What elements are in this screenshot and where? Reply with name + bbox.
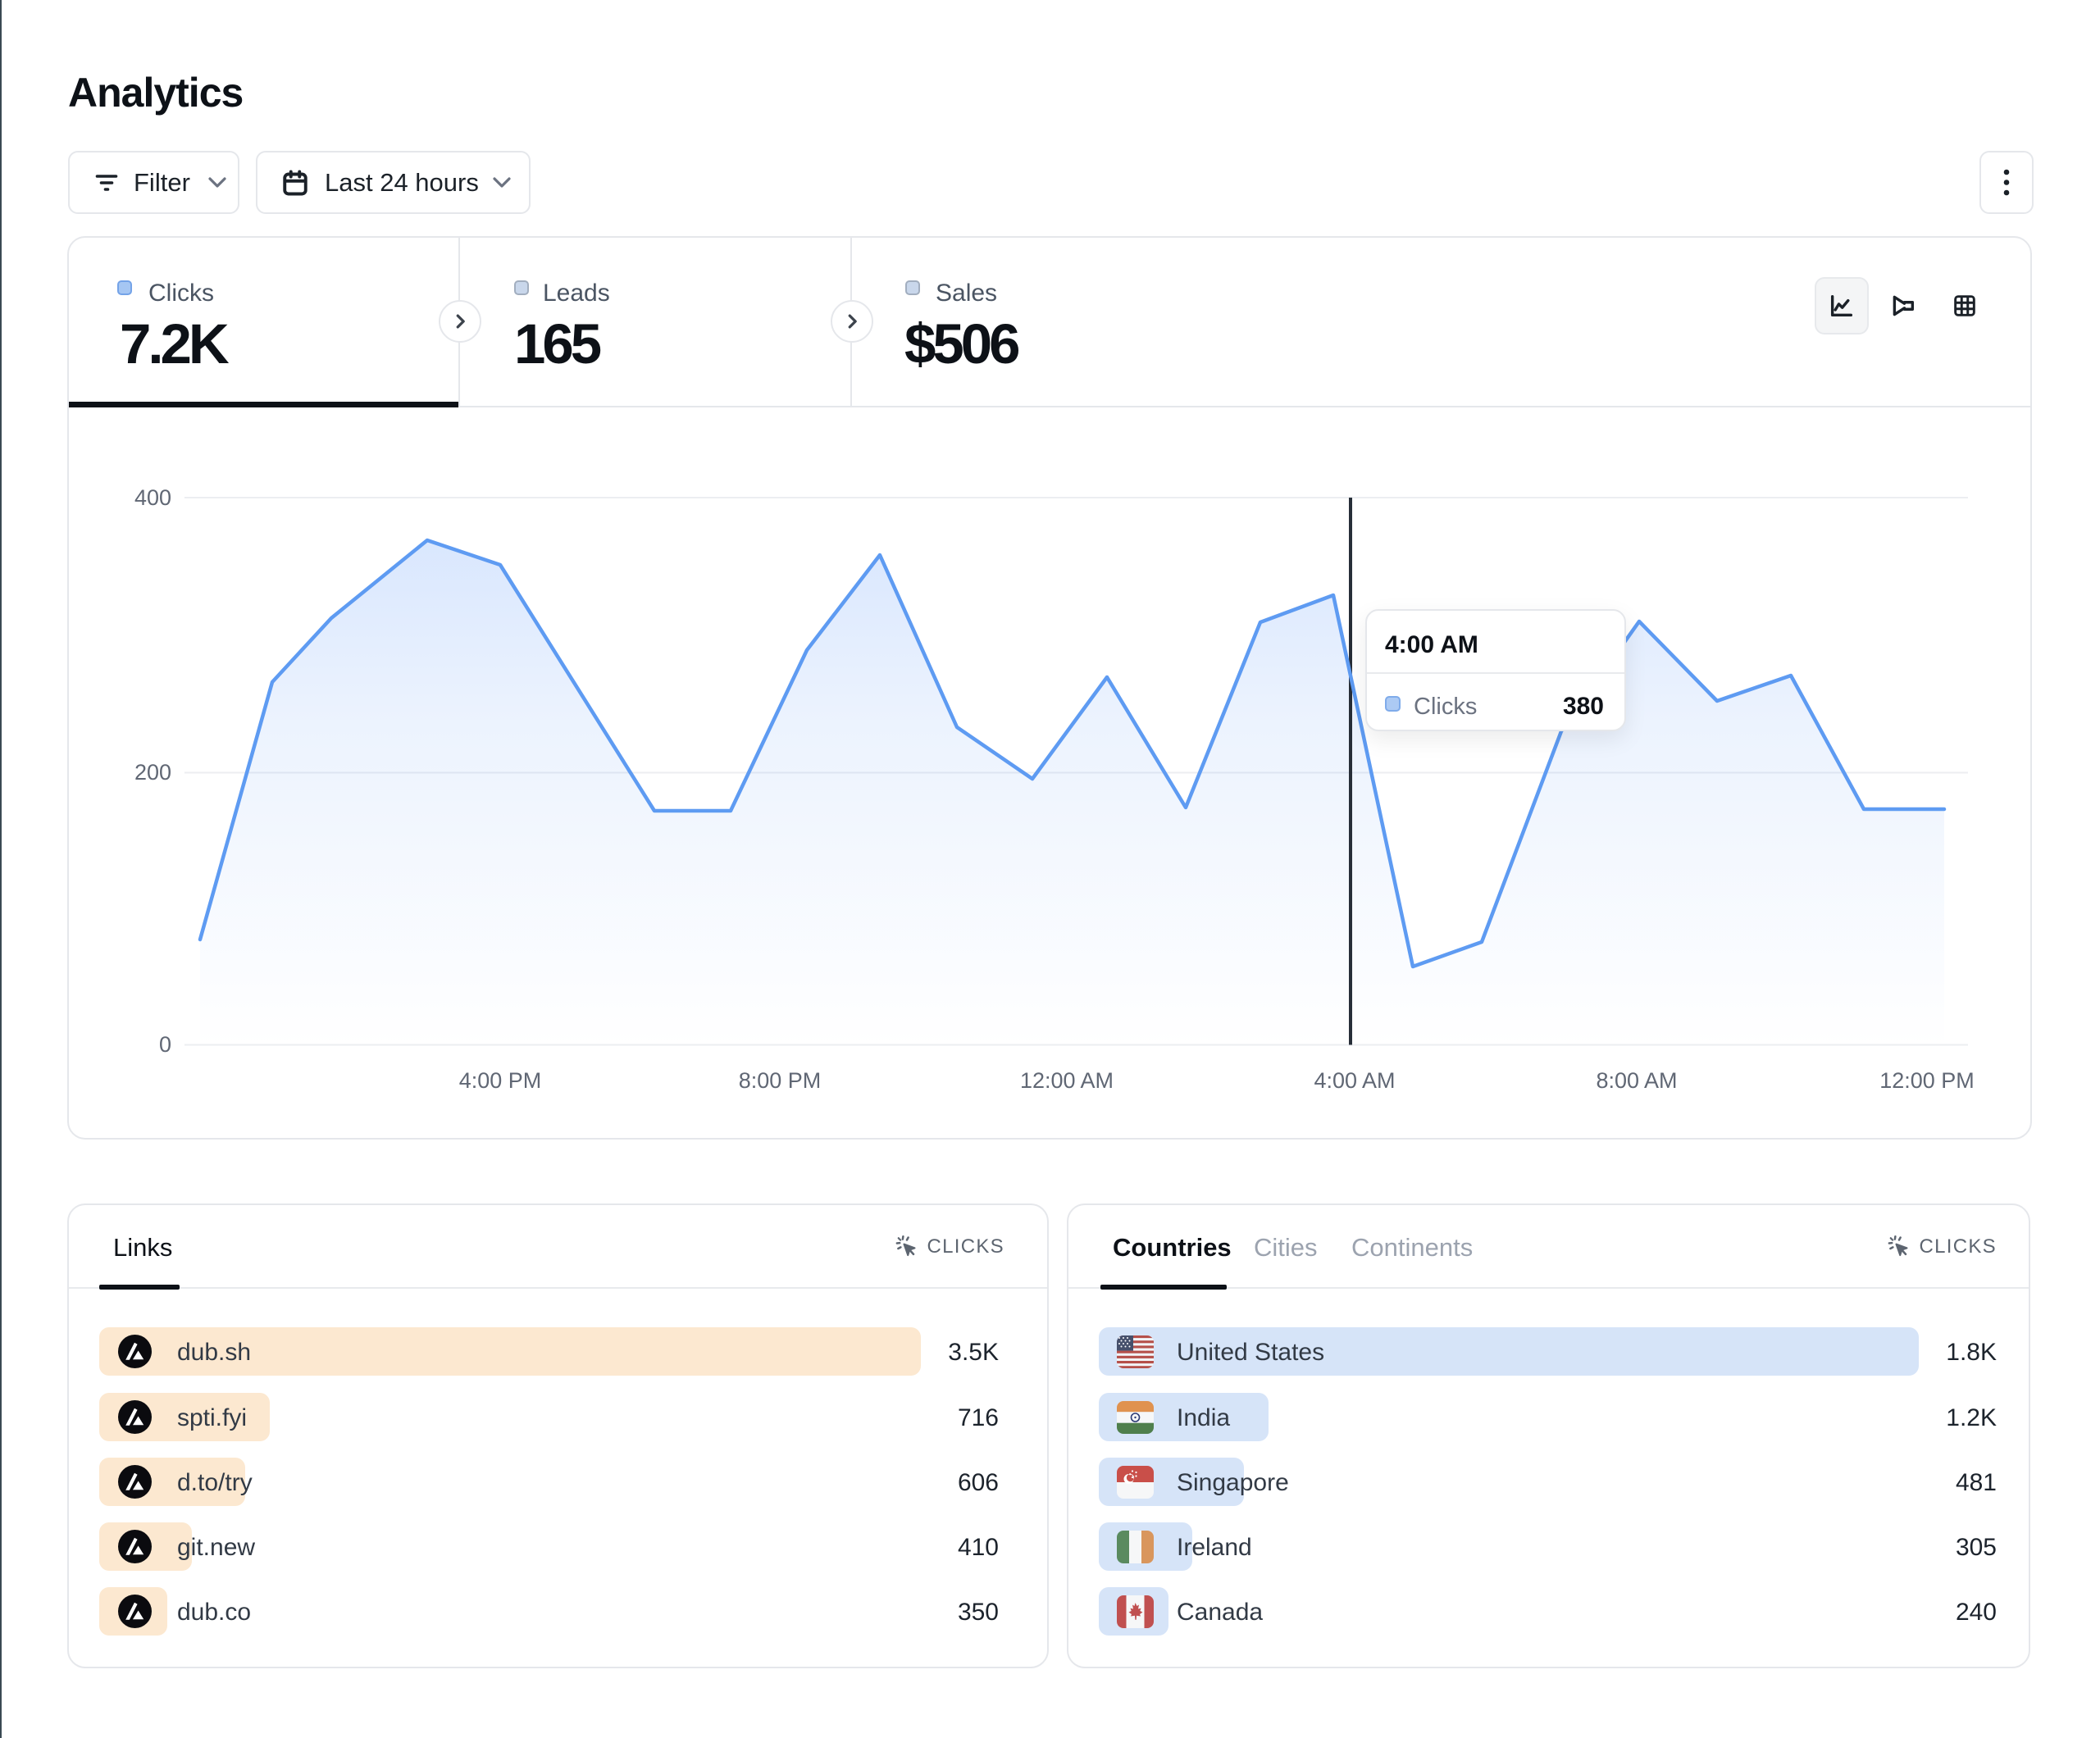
svg-text:12:00 AM: 12:00 AM [1020,1068,1114,1093]
svg-text:0: 0 [159,1032,171,1057]
svg-text:8:00 AM: 8:00 AM [1596,1068,1677,1093]
svg-text:8:00 PM: 8:00 PM [739,1068,822,1093]
svg-text:400: 400 [134,485,171,510]
svg-text:4:00 AM: 4:00 AM [1314,1068,1395,1093]
svg-text:12:00 PM: 12:00 PM [1879,1068,1975,1093]
svg-text:200: 200 [134,760,171,785]
svg-text:4:00 PM: 4:00 PM [459,1068,542,1093]
